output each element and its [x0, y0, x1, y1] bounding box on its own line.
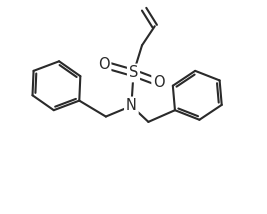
Text: O: O: [98, 57, 109, 72]
Text: O: O: [153, 75, 165, 90]
Text: S: S: [129, 65, 138, 80]
Text: N: N: [126, 98, 137, 113]
